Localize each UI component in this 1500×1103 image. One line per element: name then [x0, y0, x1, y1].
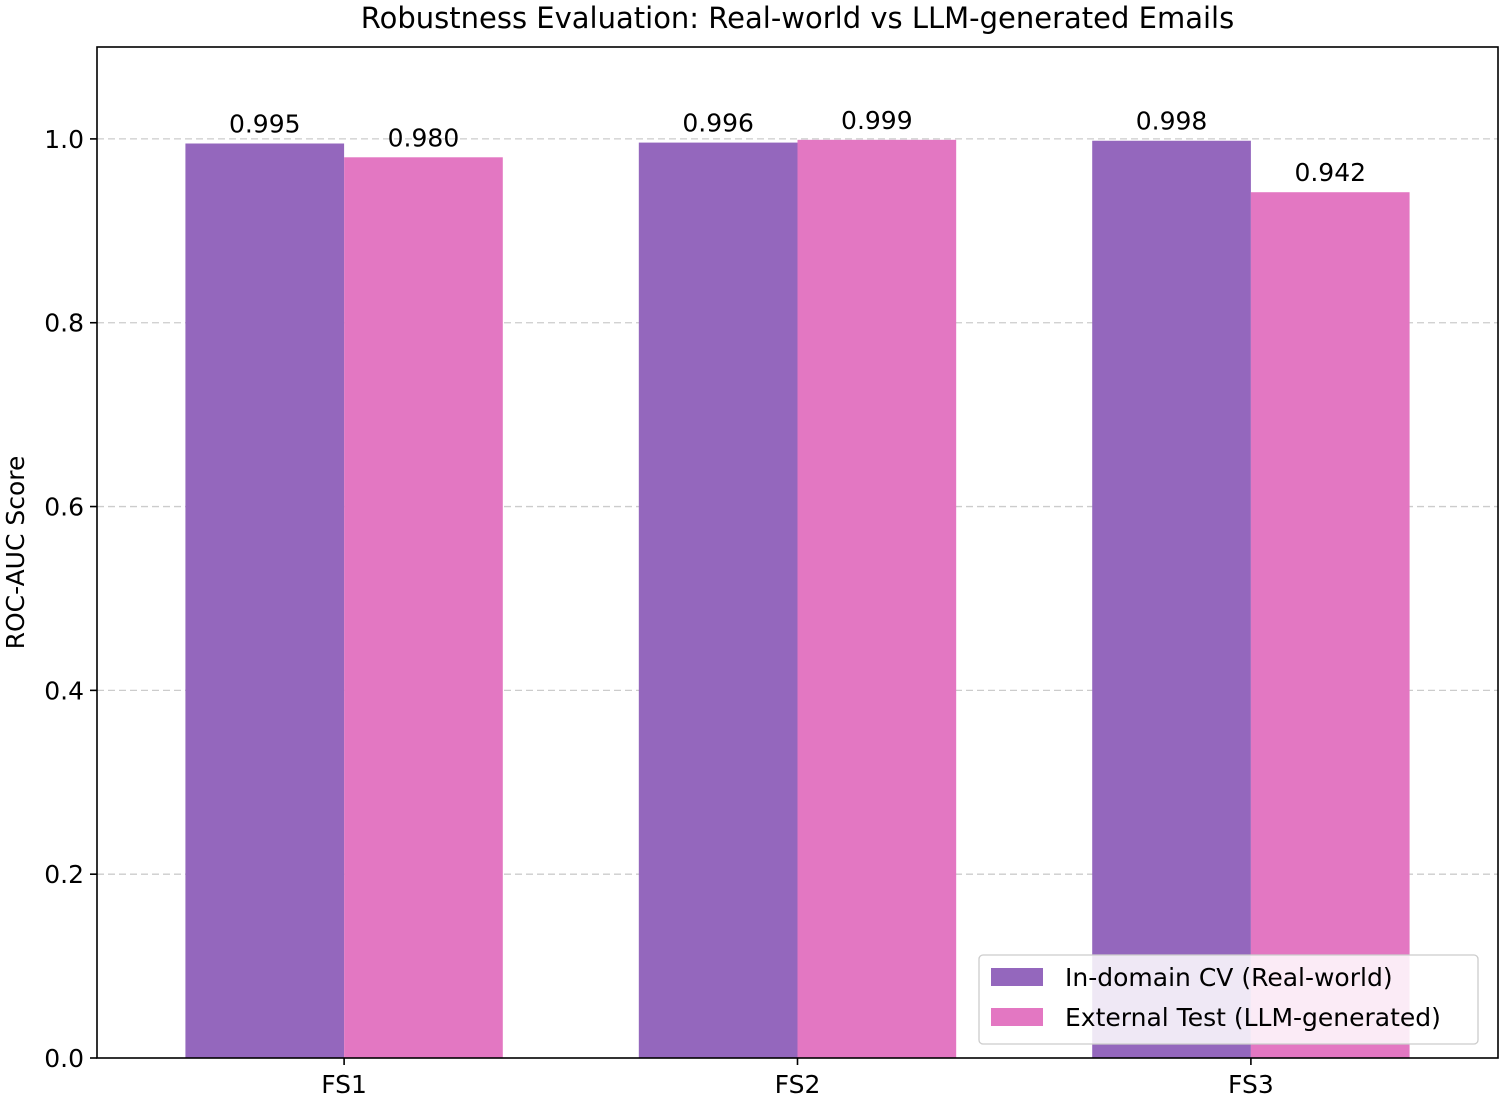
legend-label-in-domain: In-domain CV (Real-world): [1065, 963, 1393, 992]
y-tick-label: 0.6: [44, 493, 84, 522]
legend-swatch-external: [991, 1008, 1043, 1026]
chart-title: Robustness Evaluation: Real-world vs LLM…: [361, 1, 1234, 35]
data-label: 0.942: [1294, 158, 1366, 187]
bar-in-domain-fs2: [638, 142, 798, 1058]
y-tick-label: 0.8: [44, 309, 84, 338]
x-tick-label: FS1: [321, 1070, 367, 1099]
data-label: 0.998: [1136, 107, 1208, 136]
bar-in-domain-fs1: [185, 143, 345, 1059]
data-label: 0.996: [682, 109, 754, 138]
x-tick-label: FS3: [1228, 1070, 1274, 1099]
bars: [185, 139, 1410, 1059]
bar-in-domain-fs3: [1092, 140, 1251, 1059]
legend-label-external: External Test (LLM-generated): [1065, 1003, 1441, 1032]
bar-external-fs2: [797, 139, 957, 1058]
bar-external-fs3: [1250, 192, 1410, 1058]
y-tick-label: 0.2: [44, 860, 84, 889]
legend: In-domain CV (Real-world) External Test …: [978, 954, 1479, 1045]
x-tick-label: FS2: [775, 1070, 821, 1099]
data-labels: 0.995 0.996 0.998 0.980 0.999 0.942: [229, 106, 1366, 187]
axis-ticks: 0.0 0.2 0.4 0.6 0.8 1.0 FS1 FS2 FS3: [44, 125, 1274, 1099]
data-label: 0.999: [841, 106, 913, 135]
y-tick-label: 0.4: [44, 676, 84, 705]
y-tick-label: 1.0: [44, 125, 84, 154]
bar-external-fs1: [344, 157, 503, 1059]
data-label: 0.980: [388, 123, 460, 152]
y-axis-label: ROC-AUC Score: [1, 456, 30, 650]
data-label: 0.995: [229, 110, 301, 139]
legend-swatch-in-domain: [991, 968, 1043, 986]
y-tick-label: 0.0: [44, 1044, 84, 1073]
legend-frame: [978, 954, 1479, 1045]
